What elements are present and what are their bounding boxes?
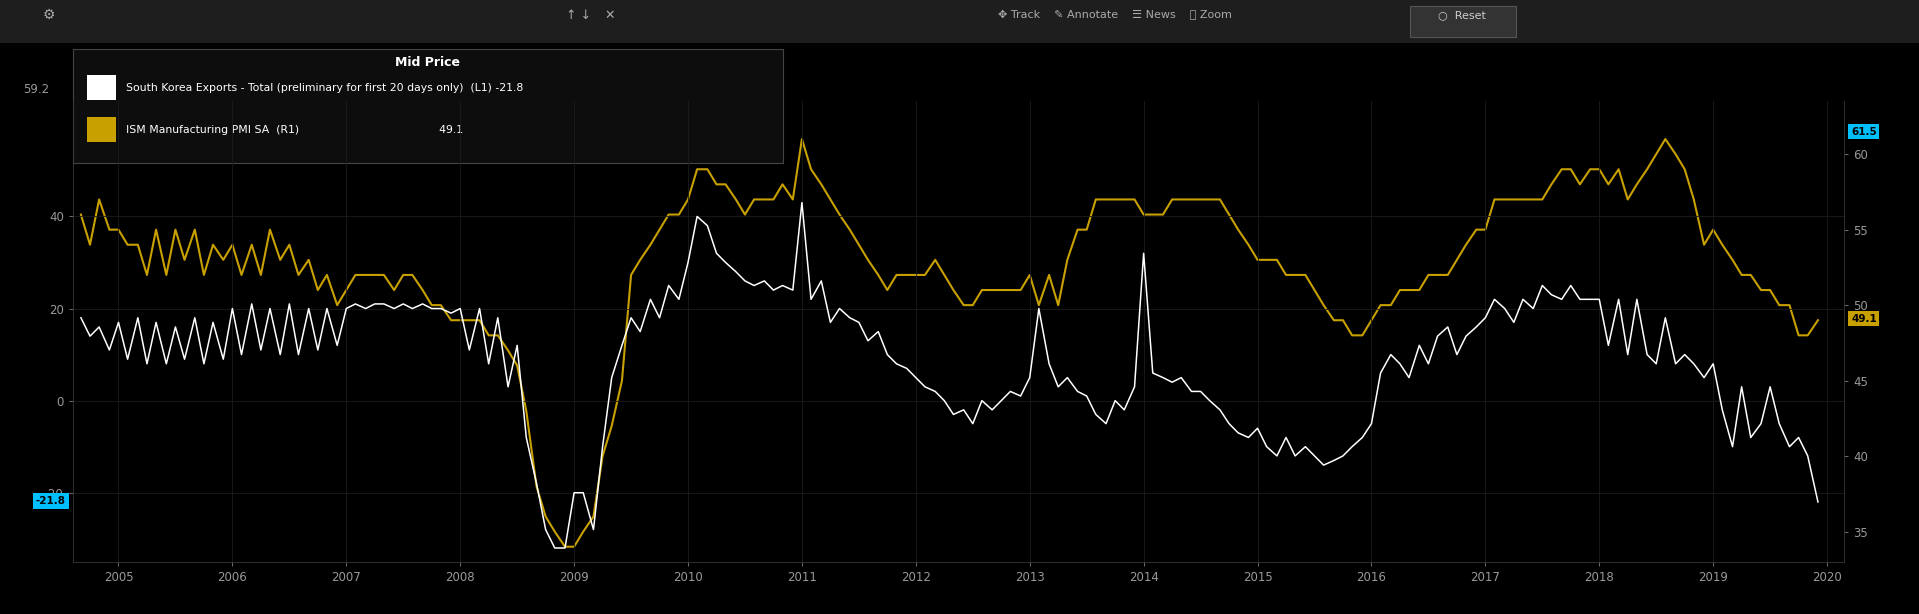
Text: ✕: ✕: [604, 9, 614, 21]
Text: -21.8: -21.8: [36, 496, 65, 506]
Bar: [86, 117, 115, 142]
Text: 49.1: 49.1: [1852, 314, 1877, 324]
Text: ↑ ↓: ↑ ↓: [566, 9, 591, 21]
Text: Mid Price: Mid Price: [395, 56, 461, 69]
Text: ISM Manufacturing PMI SA  (R1)                                        49.1: ISM Manufacturing PMI SA (R1) 49.1: [127, 125, 462, 134]
Text: ⚙: ⚙: [42, 8, 56, 22]
Text: 61.5: 61.5: [1852, 126, 1877, 136]
FancyBboxPatch shape: [1410, 6, 1516, 37]
Text: ✥ Track    ✎ Annotate    ☰ News    🔍 Zoom: ✥ Track ✎ Annotate ☰ News 🔍 Zoom: [998, 10, 1232, 20]
Text: South Korea Exports - Total (preliminary for first 20 days only)  (L1) -21.8: South Korea Exports - Total (preliminary…: [127, 83, 524, 93]
Text: 59.2: 59.2: [23, 83, 50, 96]
Text: ○  Reset: ○ Reset: [1439, 10, 1485, 20]
Bar: [86, 76, 115, 100]
